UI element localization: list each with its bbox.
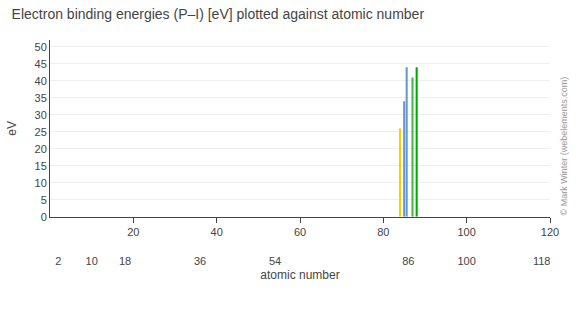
svg-text:25: 25 bbox=[35, 126, 47, 138]
svg-text:0: 0 bbox=[41, 211, 47, 223]
svg-text:20: 20 bbox=[35, 143, 47, 155]
svg-text:36: 36 bbox=[194, 255, 206, 267]
svg-text:20: 20 bbox=[127, 226, 139, 238]
svg-text:© Mark Winter (webelements.com: © Mark Winter (webelements.com) bbox=[559, 77, 569, 216]
svg-text:10: 10 bbox=[86, 255, 98, 267]
svg-text:100: 100 bbox=[457, 255, 475, 267]
svg-text:atomic number: atomic number bbox=[260, 268, 339, 282]
svg-text:2: 2 bbox=[55, 255, 61, 267]
svg-text:eV: eV bbox=[5, 121, 19, 136]
svg-text:80: 80 bbox=[377, 226, 389, 238]
svg-text:35: 35 bbox=[35, 92, 47, 104]
svg-text:15: 15 bbox=[35, 160, 47, 172]
svg-text:5: 5 bbox=[41, 194, 47, 206]
svg-text:10: 10 bbox=[35, 177, 47, 189]
svg-text:18: 18 bbox=[119, 255, 131, 267]
svg-text:Electron binding energies (P–I: Electron binding energies (P–I) [eV] plo… bbox=[12, 6, 425, 22]
svg-text:30: 30 bbox=[35, 109, 47, 121]
svg-text:60: 60 bbox=[294, 226, 306, 238]
svg-text:40: 40 bbox=[211, 226, 223, 238]
svg-text:120: 120 bbox=[541, 226, 559, 238]
svg-text:86: 86 bbox=[402, 255, 414, 267]
svg-text:40: 40 bbox=[35, 75, 47, 87]
svg-text:54: 54 bbox=[269, 255, 281, 267]
svg-text:45: 45 bbox=[35, 58, 47, 70]
svg-text:118: 118 bbox=[533, 255, 551, 267]
svg-text:100: 100 bbox=[457, 226, 475, 238]
svg-text:50: 50 bbox=[35, 41, 47, 53]
